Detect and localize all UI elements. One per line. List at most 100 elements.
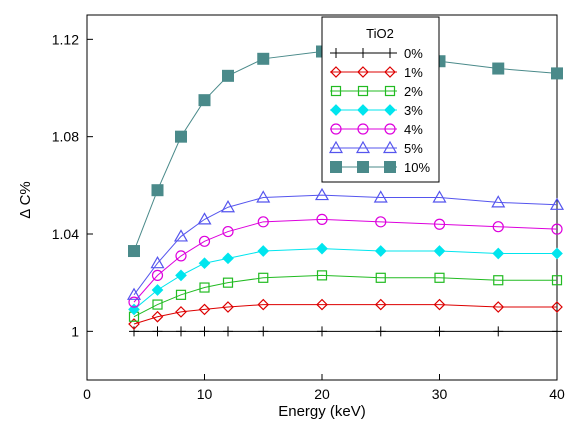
data-point-6-3	[198, 94, 211, 107]
legend-marker-0-2	[385, 48, 395, 58]
data-point-3-2	[175, 269, 187, 282]
legend-marker-6-2	[384, 161, 396, 173]
data-point-4-8	[433, 218, 446, 230]
data-point-3-6	[316, 242, 328, 255]
series-1	[128, 298, 563, 330]
data-point-0-5	[258, 326, 269, 337]
series-line-5	[133, 194, 558, 296]
data-point-0-9	[493, 326, 504, 337]
data-point-2-6	[316, 270, 328, 281]
data-point-0-10	[552, 326, 562, 337]
y-tick-label-1: 1.04	[52, 226, 79, 242]
series-line-1	[133, 304, 557, 325]
legend-item-2: 2%	[326, 83, 423, 99]
series-5	[126, 187, 565, 300]
data-point-5-3	[197, 212, 212, 225]
legend-marker-6-1	[357, 161, 369, 173]
data-point-6-4	[222, 69, 234, 82]
legend-label-0: 0%	[404, 46, 423, 61]
data-point-5-9	[491, 195, 506, 208]
y-axis-title: Δ C%	[17, 181, 34, 219]
legend-label-2: 2%	[404, 84, 423, 99]
data-point-4-1	[151, 269, 164, 281]
data-point-4-4	[222, 225, 234, 238]
x-tick-label-2: 20	[314, 386, 330, 402]
legend-marker-6-0	[330, 161, 342, 173]
data-point-4-10	[551, 223, 563, 235]
data-point-5-6	[314, 187, 330, 201]
data-point-4-2	[175, 250, 187, 262]
data-point-5-8	[432, 190, 447, 203]
y-tick-label-0: 1	[71, 323, 79, 339]
data-point-0-2	[176, 326, 186, 337]
legend-item-5: 5%	[326, 140, 423, 156]
data-point-5-0	[126, 287, 142, 300]
data-point-4-0	[128, 296, 140, 308]
legend-marker-1-2	[384, 66, 396, 78]
legend-item-0: 0%	[326, 45, 423, 61]
legend-label-5: 5%	[404, 141, 423, 156]
legend-marker-0-1	[358, 48, 368, 58]
legend-label-4: 4%	[404, 122, 423, 137]
data-point-0-6	[317, 326, 327, 337]
legend-marker-2-2	[384, 85, 396, 97]
legend-marker-3-0	[330, 104, 342, 116]
legend: TiO2 0% 1% 2% 3% 4% 5% 10%	[321, 16, 440, 183]
x-tick-label-3: 30	[432, 386, 448, 402]
x-axis-ticks: 0 10 20 30 40	[83, 374, 565, 402]
data-point-5-4	[220, 200, 236, 213]
data-point-6-10	[551, 67, 563, 80]
legend-marker-5-1	[355, 140, 371, 154]
legend-title: TiO2	[366, 26, 394, 41]
data-point-2-9	[493, 275, 504, 286]
legend-label-1: 1%	[404, 65, 423, 80]
data-point-1-6	[316, 298, 328, 311]
data-point-2-5	[258, 272, 269, 283]
legend-marker-0-0	[331, 48, 341, 58]
series-line-2	[133, 274, 557, 318]
series-line-4	[133, 218, 558, 303]
legend-item-6: 10%	[326, 159, 430, 175]
legend-marker-1-1	[357, 66, 369, 78]
legend-item-3: 3%	[326, 102, 423, 118]
legend-marker-1-0	[330, 66, 342, 78]
legend-items: 0% 1% 2% 3% 4% 5% 10%	[326, 45, 430, 175]
y-tick-label-3: 1.12	[52, 31, 79, 47]
legend-marker-2-0	[330, 85, 342, 97]
y-tick-label-2: 1.08	[52, 129, 79, 145]
legend-item-4: 4%	[326, 121, 423, 137]
data-point-3-7	[374, 245, 387, 257]
data-point-0-0	[129, 326, 139, 337]
series-3	[128, 242, 563, 316]
data-point-1-3	[198, 303, 211, 316]
data-point-3-5	[257, 245, 270, 257]
data-point-2-4	[222, 277, 234, 288]
legend-marker-2-1	[357, 85, 369, 97]
data-point-5-5	[256, 190, 271, 203]
data-point-3-9	[492, 247, 505, 260]
data-point-6-5	[257, 52, 270, 65]
data-point-6-1	[151, 184, 164, 197]
data-point-4-7	[375, 216, 387, 228]
data-point-0-1	[152, 326, 163, 337]
x-tick-label-1: 10	[197, 386, 213, 402]
data-point-6-0	[128, 245, 140, 258]
data-point-2-7	[375, 272, 386, 283]
data-point-3-1	[151, 284, 164, 296]
data-point-3-8	[433, 245, 446, 257]
data-point-5-2	[173, 229, 189, 242]
legend-item-1: 1%	[326, 64, 423, 80]
x-tick-label-0: 0	[83, 386, 91, 402]
data-point-4-9	[492, 221, 504, 233]
series-4	[128, 213, 563, 308]
data-point-0-8	[434, 326, 445, 337]
data-point-6-9	[492, 62, 505, 75]
series-2	[128, 270, 563, 322]
legend-label-3: 3%	[404, 103, 423, 118]
data-point-0-4	[223, 326, 233, 337]
data-point-1-9	[492, 301, 505, 313]
data-point-2-2	[175, 289, 187, 300]
data-point-3-3	[198, 257, 211, 270]
legend-marker-4-1	[357, 123, 369, 135]
legend-marker-3-1	[357, 104, 369, 116]
